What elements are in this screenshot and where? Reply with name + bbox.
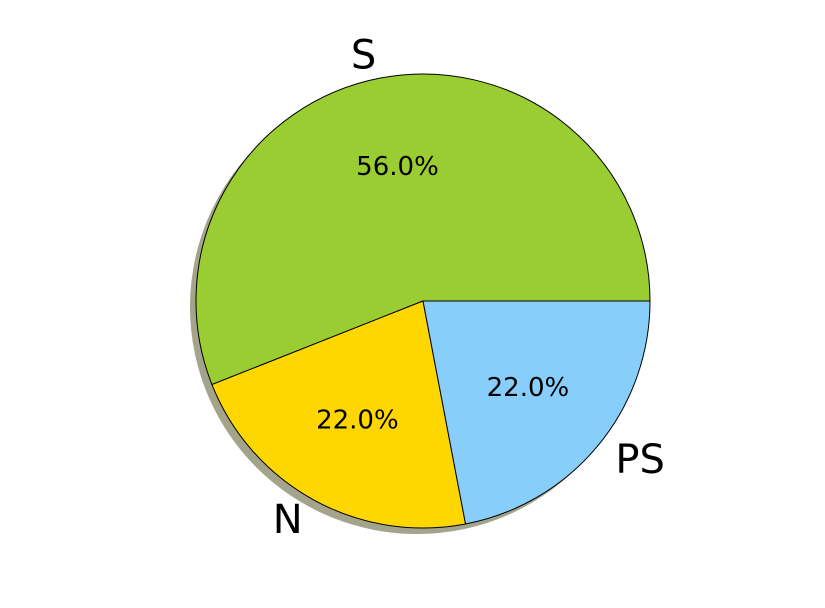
category-label-n: N <box>273 497 303 543</box>
pie-labels: 56.0% S 22.0% N 22.0% PS <box>273 33 665 543</box>
pct-label-ps: 22.0% <box>487 373 570 403</box>
pie-slices <box>195 73 651 529</box>
pie-slice-s <box>195 73 651 386</box>
pie-slice-n <box>211 300 467 529</box>
category-label-ps: PS <box>615 437 665 483</box>
category-label-s: S <box>351 33 376 79</box>
pie-slice-ps <box>422 300 651 525</box>
pct-label-n: 22.0% <box>316 405 399 435</box>
pct-label-s: 56.0% <box>356 152 439 182</box>
